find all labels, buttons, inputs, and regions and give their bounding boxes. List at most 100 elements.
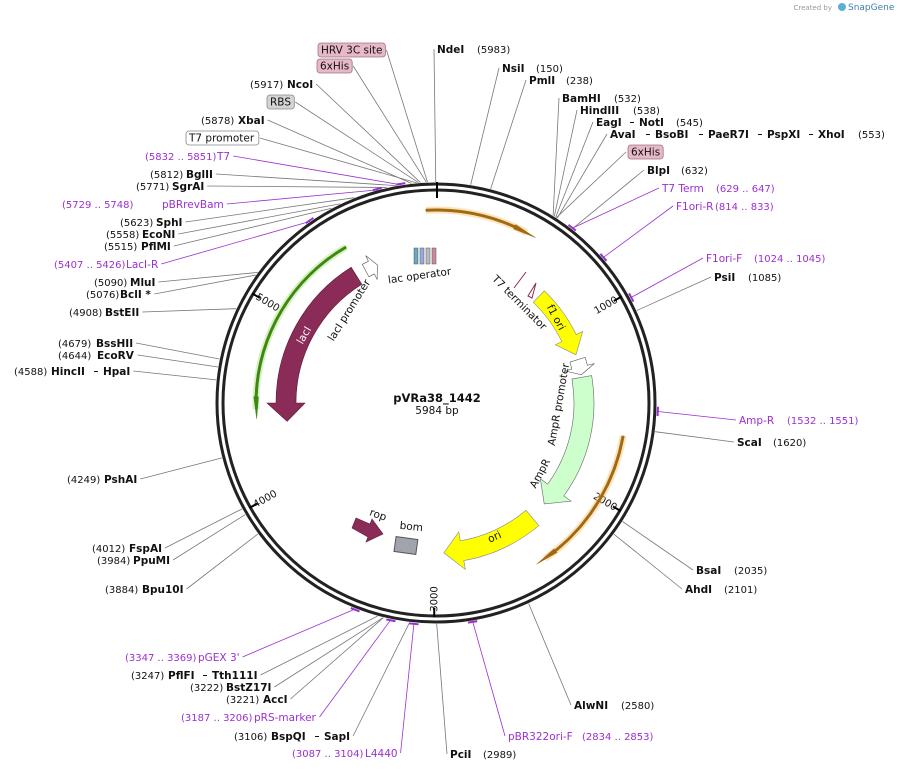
leader-line: [401, 623, 414, 753]
primer-name: pBRrevBam: [162, 199, 224, 211]
site-position: (4012): [92, 544, 125, 555]
leader-line: [142, 309, 236, 312]
site-name: BsaI: [696, 565, 721, 577]
leader-line: [529, 604, 571, 705]
site-name: AhdI: [685, 584, 712, 596]
primer-range: (629 .. 647): [716, 184, 775, 195]
leader-line: [491, 80, 526, 189]
leader-line: [471, 68, 499, 185]
leader-line: [557, 134, 607, 218]
primer-range: (1532 .. 1551): [787, 416, 859, 427]
leader-line: [572, 188, 659, 228]
site-position: (4679): [58, 339, 91, 350]
tick-label: 4000: [252, 488, 280, 510]
tag-label: 6xHis: [320, 61, 349, 73]
leader-line: [243, 609, 356, 657]
tag-label: RBS: [270, 97, 291, 109]
primer-name: pRS-marker: [254, 712, 317, 724]
site-name: Bpu10I: [142, 584, 184, 596]
site-name: PflFI: [168, 670, 195, 682]
lac-operator-part: [432, 248, 436, 264]
tag-label: 6xHis: [631, 147, 660, 159]
site-position: (4908): [69, 308, 102, 319]
site-name: NsiI: [502, 63, 525, 75]
primer-name: T7 Term: [661, 183, 704, 195]
site-name: SphI: [156, 217, 182, 229]
site-name: PaeR7I: [708, 129, 749, 141]
site-position: (3247): [131, 671, 164, 682]
leader-line: [138, 355, 218, 367]
site-position: (5771): [136, 182, 169, 193]
leader-line: [207, 186, 387, 188]
leader-line: [603, 206, 673, 258]
site-position: (5983): [477, 45, 510, 56]
site-name: PsiI: [714, 272, 735, 284]
leader-line: [173, 515, 245, 560]
site-name: NotI: [639, 117, 664, 129]
site-name: HpaI: [103, 366, 130, 378]
primer-range: (1024 .. 1045): [754, 254, 826, 265]
site-name: PspXI: [767, 129, 800, 141]
leader-line: [556, 122, 593, 217]
plasmid-name: pVRa38_1442: [393, 391, 481, 406]
site-position: (5917): [250, 80, 283, 91]
site-position: (4249): [67, 475, 100, 486]
leader-line: [623, 522, 693, 570]
primer-mark: [468, 621, 477, 623]
leader-line: [657, 411, 736, 420]
feature-tag: T7 promoter: [186, 131, 259, 145]
site-position: (5090): [94, 278, 127, 289]
leader-line: [260, 616, 377, 675]
site-name: BlpI: [647, 165, 670, 177]
primer-range: (3187 .. 3206): [181, 713, 253, 724]
leader-line: [260, 138, 417, 183]
site-position: (632): [681, 166, 708, 177]
primer-name: pBR322ori-F: [508, 731, 573, 743]
site-position: (1620): [773, 438, 806, 449]
primer-mark: [386, 619, 395, 621]
site-position: (538): [633, 106, 660, 117]
site-position: (545): [676, 118, 703, 129]
logo: [838, 3, 846, 11]
leader-line: [268, 120, 412, 183]
site-name: BsoBI: [655, 129, 688, 141]
site-name: BstZ17I: [226, 682, 271, 694]
site-name: AccI: [263, 694, 287, 706]
feature-tag: 6xHis: [317, 59, 352, 73]
feature-label: AmpR promoter: [546, 362, 572, 447]
leader-line: [434, 49, 436, 182]
site-name: EagI: [596, 117, 622, 129]
site-position: (5076): [86, 290, 119, 301]
site-position: (2101): [724, 585, 757, 596]
site-name: MluI: [130, 277, 155, 289]
site-position: (3884): [105, 585, 138, 596]
primer-range: (5407 .. 5426): [54, 260, 126, 271]
credit-brand: SnapGene: [848, 3, 895, 13]
lacI-promoter-arrow: [362, 256, 377, 280]
tag-label: HRV 3C site: [321, 45, 382, 57]
site-position: (532): [614, 94, 641, 105]
lacI-arrow: [267, 267, 362, 421]
site-position: (5558): [106, 230, 139, 241]
lac-operator-part: [420, 248, 424, 264]
leader-line: [133, 371, 216, 380]
primer-name: F1ori-R: [676, 201, 713, 213]
primer-range: (5729 .. 5748): [62, 200, 134, 211]
site-name: FspAI: [129, 543, 162, 555]
leader-line: [572, 170, 644, 229]
primer-name: T7: [216, 151, 230, 163]
site-name: BclI *: [120, 289, 151, 301]
lac-operator-part: [414, 248, 418, 264]
primer-name: F1ori-F: [706, 253, 742, 265]
feature-label: bom: [399, 520, 423, 534]
leader-line: [614, 534, 682, 589]
site-name: SgrAI: [172, 181, 204, 193]
primer-range: (3347 .. 3369): [125, 653, 197, 664]
site-name: BssHII: [96, 338, 133, 350]
site-position: (5623): [120, 218, 153, 229]
site-name: AvaI: [610, 129, 636, 141]
site-position: (4588): [14, 367, 47, 378]
site-position: (238): [566, 76, 593, 87]
